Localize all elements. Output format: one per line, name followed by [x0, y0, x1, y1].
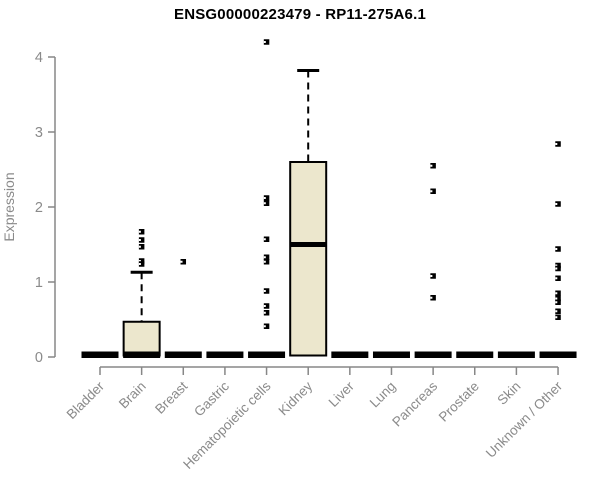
y-tick-label: 4 — [35, 50, 43, 66]
x-category-label: Lung — [367, 379, 399, 411]
outlier-point — [555, 265, 561, 272]
outlier-point-notch — [263, 311, 266, 314]
outlier-point — [138, 258, 145, 264]
y-tick-label: 0 — [35, 350, 43, 366]
outlier-point-notch — [263, 290, 266, 292]
outlier-point-notch — [555, 277, 558, 280]
median-line — [123, 351, 161, 358]
outlier-point — [430, 188, 436, 194]
outlier-point — [138, 261, 145, 267]
outlier-point-notch — [138, 239, 141, 241]
outlier-point — [263, 236, 270, 242]
outlier-point-notch — [263, 305, 266, 307]
outlier-point-notch — [555, 292, 558, 295]
outlier-point-notch — [555, 203, 558, 205]
box — [122, 320, 161, 357]
outlier-point-notch — [263, 325, 266, 328]
outlier-point — [430, 295, 436, 301]
median-line — [290, 242, 327, 247]
zero-bar — [414, 351, 452, 358]
outlier-point — [555, 290, 561, 296]
zero-bar — [164, 351, 202, 358]
x-category-label: Gastric — [191, 378, 232, 419]
outlier-point — [263, 254, 270, 260]
outlier-point — [555, 308, 561, 314]
outlier-point-notch — [430, 164, 433, 167]
outlier-point — [138, 229, 145, 235]
zero-bar — [456, 351, 494, 358]
outlier-point — [430, 273, 436, 279]
zero-bar — [539, 351, 577, 358]
outlier-point-notch — [180, 260, 183, 263]
outlier-point — [263, 200, 270, 206]
outlier-point — [263, 195, 270, 201]
x-category-label: Unknown / Other — [483, 378, 566, 461]
outlier-point-notch — [555, 297, 558, 300]
outlier-point-notch — [263, 260, 266, 263]
chart-title: ENSG00000223479 - RP11-275A6.1 — [173, 6, 426, 23]
x-category-label: Liver — [326, 378, 358, 410]
x-category-label: Kidney — [276, 378, 316, 418]
outlier-point — [263, 303, 270, 309]
zero-bar — [497, 351, 535, 358]
y-axis-title: Expression — [1, 172, 17, 241]
x-category-label: Brain — [116, 379, 149, 412]
outlier-point — [555, 201, 561, 207]
outlier-point — [180, 259, 187, 265]
zero-bar — [206, 351, 244, 358]
outlier-point-notch — [263, 202, 266, 205]
outlier-point — [263, 288, 270, 294]
outlier-point-notch — [263, 256, 266, 259]
outlier-point — [555, 299, 561, 305]
x-category-label: Pancreas — [389, 378, 440, 429]
outlier-point — [555, 141, 561, 147]
outlier-point — [263, 259, 270, 265]
zero-bar — [81, 351, 119, 358]
outlier-point-notch — [555, 301, 558, 304]
y-tick-label: 2 — [35, 200, 43, 216]
outlier-point — [138, 244, 145, 250]
outlier-point-notch — [555, 267, 558, 270]
outlier-point-notch — [263, 41, 266, 43]
outlier-point-notch — [555, 316, 558, 319]
outlier-point — [263, 39, 270, 45]
outlier-point — [430, 163, 436, 169]
outlier-point-notch — [138, 245, 141, 248]
outlier-point — [555, 246, 561, 252]
outlier-point-notch — [138, 263, 141, 265]
x-category-label: Skin — [494, 379, 523, 408]
outlier-point-notch — [138, 260, 141, 262]
outlier-point-notch — [263, 197, 266, 199]
box — [289, 161, 328, 357]
zero-bar — [248, 351, 286, 358]
outlier-point — [263, 310, 270, 316]
outlier-point — [263, 323, 270, 329]
y-tick-label: 1 — [35, 275, 43, 291]
outlier-point-notch — [555, 310, 558, 313]
outlier-point — [555, 262, 561, 269]
outlier-point-notch — [263, 238, 266, 241]
outlier-point — [555, 275, 561, 281]
outlier-point-notch — [430, 190, 433, 193]
outlier-point-notch — [555, 264, 558, 267]
zero-bar — [372, 351, 410, 358]
outlier-point-notch — [555, 248, 558, 250]
zero-bar — [331, 351, 369, 358]
x-category-label: Prostate — [436, 379, 482, 425]
outlier-point-notch — [138, 230, 141, 233]
outlier-point — [138, 237, 145, 243]
x-category-label: Bladder — [64, 378, 108, 422]
outlier-point-notch — [430, 296, 433, 299]
outlier-point — [555, 314, 561, 320]
y-tick-label: 3 — [35, 125, 43, 141]
x-category-label: Breast — [152, 378, 190, 416]
outlier-point-notch — [555, 143, 558, 145]
outlier-point-notch — [430, 275, 433, 277]
outlier-point — [555, 295, 561, 302]
